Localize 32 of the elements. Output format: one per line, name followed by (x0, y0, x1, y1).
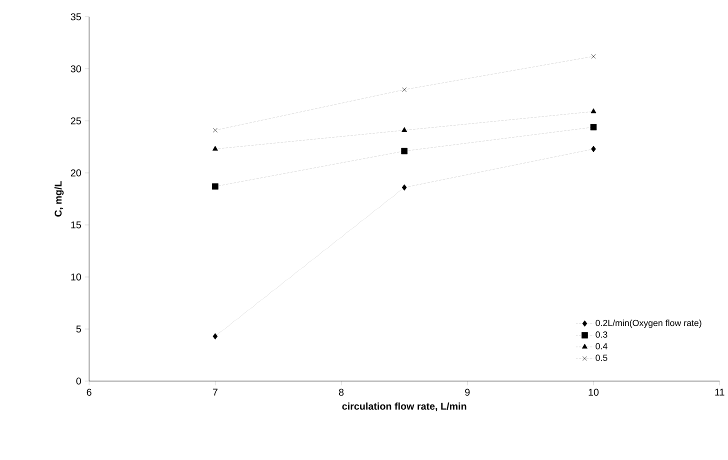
y-tick-label: 25 (70, 117, 81, 124)
y-tick-label: 5 (76, 325, 81, 332)
x-tick-label: 8 (338, 388, 344, 396)
y-tick-label: 10 (71, 273, 82, 280)
y-tick-label: 30 (70, 65, 82, 72)
point (402, 126, 408, 132)
point (212, 333, 218, 340)
point (402, 87, 407, 92)
x-tick-label: 9 (465, 388, 470, 396)
point (591, 54, 596, 59)
point (402, 184, 407, 191)
point (401, 148, 408, 154)
y-tick-label: 15 (71, 221, 81, 228)
point (212, 183, 218, 190)
x-axis-title: circulation flow rate, L/min (342, 402, 466, 412)
x-tick-label: 10 (588, 388, 599, 396)
point (590, 124, 597, 130)
y-tick-label: 20 (70, 169, 82, 176)
point (591, 146, 596, 152)
x-tick-label: 6 (86, 388, 92, 396)
legend-label: 0.3 (596, 331, 608, 338)
legend-label: 0.4 (596, 342, 608, 350)
legend-label: 0.5 (596, 354, 608, 361)
y-tick-label: 35 (70, 13, 81, 20)
point (212, 146, 218, 151)
y-axis-title: C, mg/L (54, 181, 64, 216)
legend-label: 0.2L/min(Oxygen flow rate) (596, 319, 702, 328)
x-tick-label: 7 (212, 388, 218, 396)
x-tick-label: 11 (715, 388, 724, 396)
y-tick-label: 0 (76, 377, 82, 384)
point (212, 128, 218, 132)
point (590, 108, 596, 114)
